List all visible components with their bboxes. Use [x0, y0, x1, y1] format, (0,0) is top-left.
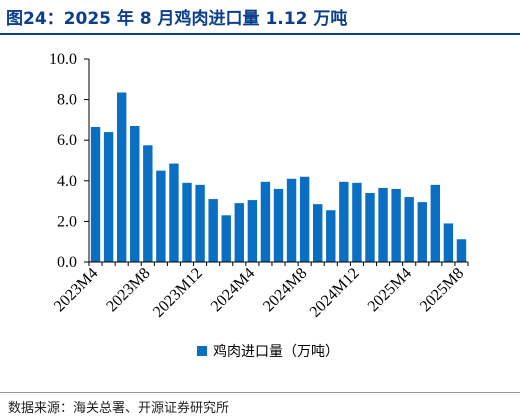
- y-tick-label: 10.0: [49, 51, 77, 68]
- bar-2023M5: [103, 132, 114, 262]
- x-tick-label: 2023M8: [103, 265, 153, 315]
- bar-2023M8: [143, 145, 153, 262]
- bar-2025M5: [417, 202, 427, 262]
- bar-2025M8: [456, 239, 467, 262]
- bar-2024M4: [247, 200, 258, 262]
- bar-2023M11: [182, 182, 192, 262]
- x-tick-label: 2023M12: [150, 265, 206, 321]
- bar-2023M7: [130, 125, 140, 263]
- x-tick-label: 2025M4: [365, 265, 415, 315]
- source-divider: [0, 392, 520, 393]
- x-tick-label: 2023M4: [51, 265, 101, 315]
- bar-2024M2: [221, 215, 231, 262]
- bar-2024M3: [234, 203, 244, 262]
- bar-2024M6: [273, 188, 284, 262]
- bars: [90, 92, 467, 263]
- source-note: 数据来源：海关总署、开源证券研究所: [8, 401, 230, 416]
- bar-2025M1: [365, 192, 375, 262]
- legend-label: 鸡肉进口量（万吨）: [213, 343, 339, 360]
- bar-2025M7: [443, 223, 454, 262]
- bar-2024M11: [339, 181, 349, 262]
- bar-2024M7: [286, 178, 297, 262]
- bar-2024M1: [208, 199, 218, 262]
- x-tick-label: 2024M8: [260, 265, 310, 315]
- bar-2025M3: [391, 188, 401, 262]
- title-divider: [0, 33, 520, 35]
- bar-2024M9: [313, 204, 323, 262]
- y-tick-label: 6.0: [57, 132, 77, 149]
- y-tick-label: 0.0: [57, 254, 77, 271]
- y-tick-label: 2.0: [57, 213, 77, 230]
- legend-swatch: [197, 346, 207, 356]
- bar-2024M5: [260, 181, 271, 262]
- x-tick-label: 2025M8: [417, 265, 467, 315]
- y-axis: 0.0 2.0 4.0 6.0 8.0 10.0: [49, 51, 90, 271]
- bar-2023M9: [156, 170, 166, 262]
- x-tick-label: 2024M4: [208, 265, 258, 315]
- y-tick-label: 4.0: [57, 173, 77, 190]
- bar-2025M4: [404, 197, 414, 262]
- bar-2024M12: [352, 182, 362, 262]
- bar-2023M4: [90, 127, 101, 262]
- bar-2025M2: [378, 187, 388, 262]
- legend: 鸡肉进口量（万吨）: [197, 343, 339, 360]
- bar-2023M6: [116, 92, 127, 262]
- bar-2024M8: [299, 176, 310, 262]
- figure-title: 图24：2025 年 8 月鸡肉进口量 1.12 万吨: [6, 9, 348, 29]
- bar-2024M10: [326, 210, 336, 262]
- x-tick-label: 2024M12: [307, 265, 363, 321]
- bar-2023M12: [195, 184, 205, 262]
- bar-2023M10: [169, 163, 179, 262]
- bar-2025M6: [430, 184, 441, 262]
- y-tick-label: 8.0: [57, 92, 77, 109]
